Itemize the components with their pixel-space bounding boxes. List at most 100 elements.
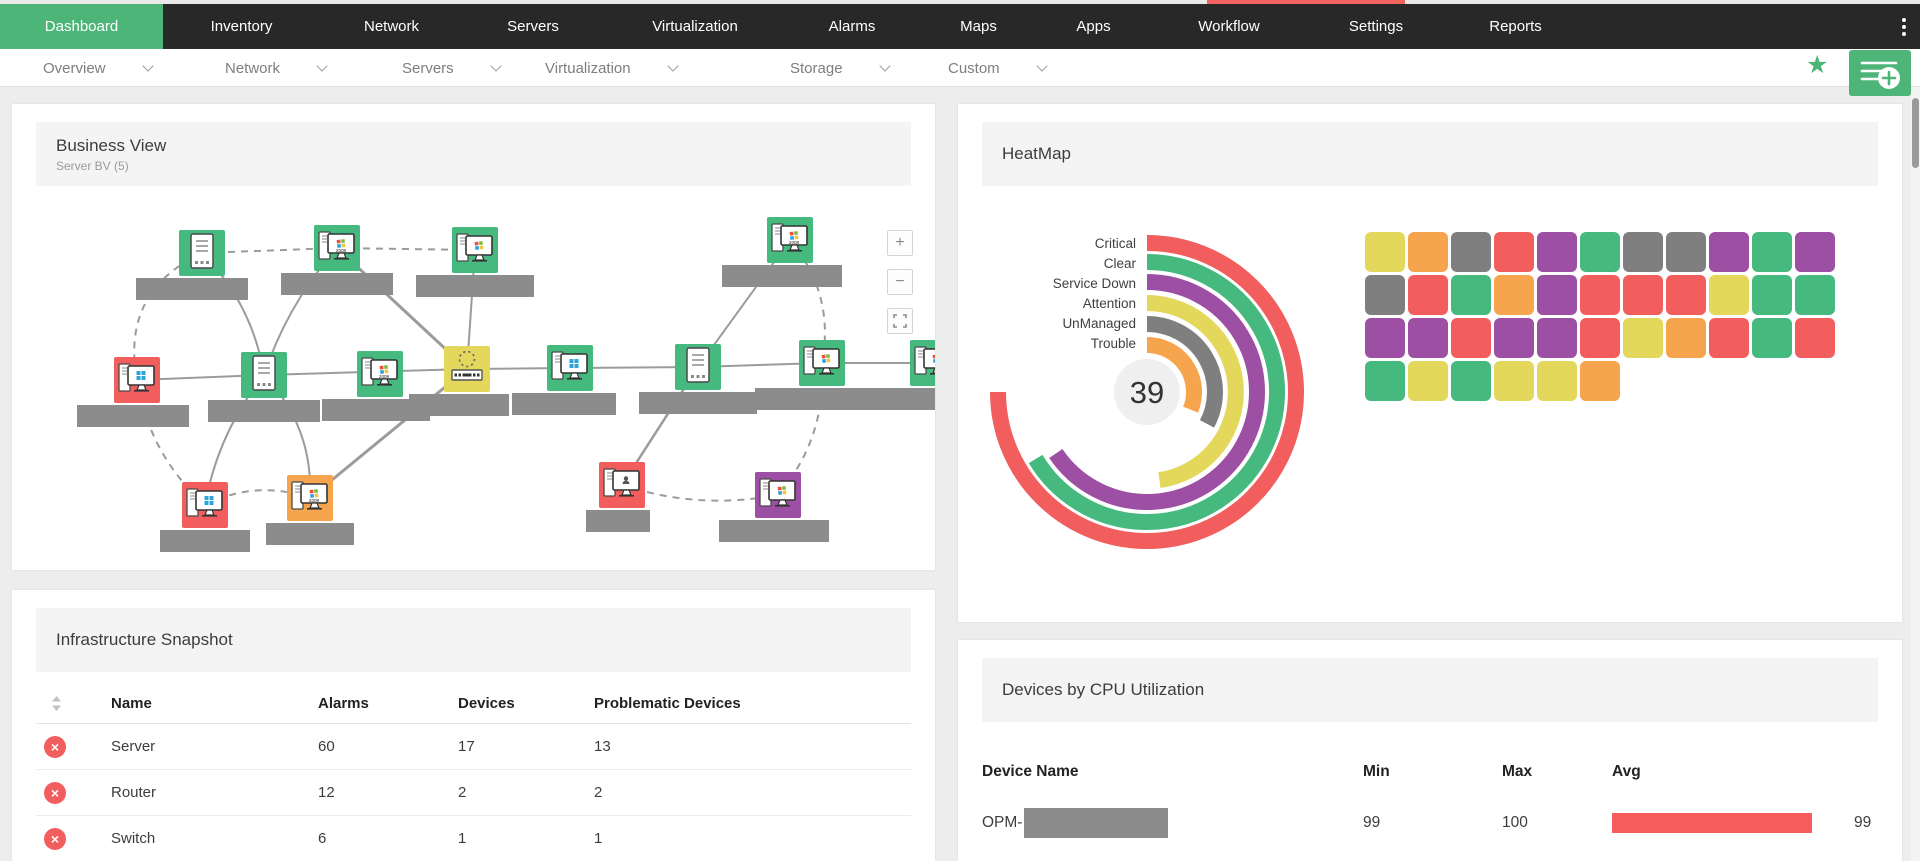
topnav-item-workflow[interactable]: Workflow bbox=[1198, 18, 1260, 35]
heatmap-cell-green[interactable] bbox=[1795, 275, 1835, 315]
heatmap-cell-gray[interactable] bbox=[1666, 232, 1706, 272]
heatmap-cell-red[interactable] bbox=[1795, 318, 1835, 358]
topnav-item-network[interactable]: Network bbox=[363, 18, 419, 35]
heatmap-cell-gray[interactable] bbox=[1365, 275, 1405, 315]
heatmap-cell-red[interactable] bbox=[1451, 318, 1491, 358]
topology-node-pcblue[interactable] bbox=[114, 357, 160, 403]
table-row-switch[interactable]: × Switch 6 1 1 bbox=[36, 816, 911, 861]
topology-node-pcxp[interactable] bbox=[799, 340, 845, 386]
topology-node-pc2008[interactable]: 2008 bbox=[357, 351, 403, 397]
topnav-item-alarms[interactable]: Alarms bbox=[828, 18, 876, 35]
topnav-item-reports[interactable]: Reports bbox=[1489, 18, 1542, 35]
topology-node-pcxp[interactable] bbox=[452, 227, 498, 273]
heatmap-cell-green[interactable] bbox=[1580, 232, 1620, 272]
topnav-item-servers[interactable]: Servers bbox=[507, 18, 559, 35]
heatmap-cell-red[interactable] bbox=[1666, 275, 1706, 315]
ring-unmanaged[interactable] bbox=[1146, 316, 1223, 428]
heatmap-cell-purple[interactable] bbox=[1408, 318, 1448, 358]
cell-name[interactable]: Server bbox=[111, 738, 156, 755]
cell-device-name[interactable]: OPM- bbox=[982, 808, 1363, 838]
topology-node-pcxp[interactable] bbox=[910, 340, 935, 386]
heatmap-cell-purple[interactable] bbox=[1365, 318, 1405, 358]
heatmap-cell-purple[interactable] bbox=[1795, 232, 1835, 272]
heatmap-cell-yellow[interactable] bbox=[1709, 275, 1749, 315]
heatmap-cell-orange[interactable] bbox=[1666, 318, 1706, 358]
heatmap-cell-red[interactable] bbox=[1408, 275, 1448, 315]
topology-node-pc2008[interactable]: 2008 bbox=[314, 225, 360, 271]
severity-radial-chart[interactable]: 39 Critical Clear Service Down Attention UnMa… bbox=[958, 224, 1348, 614]
topology-node-server[interactable] bbox=[675, 344, 721, 390]
heatmap-cell-orange[interactable] bbox=[1408, 232, 1448, 272]
scrollbar-thumb[interactable] bbox=[1912, 98, 1919, 168]
col-alarms[interactable]: Alarms bbox=[318, 695, 369, 712]
heatmap-cell-red[interactable] bbox=[1623, 275, 1663, 315]
heatmap-cell-purple[interactable] bbox=[1709, 232, 1749, 272]
topology-node-server[interactable] bbox=[179, 230, 225, 276]
subnav-item-servers[interactable]: Servers bbox=[402, 49, 502, 87]
heatmap-cell-green[interactable] bbox=[1451, 275, 1491, 315]
heatmap-cell-purple[interactable] bbox=[1537, 232, 1577, 272]
topology-node-server[interactable] bbox=[241, 352, 287, 398]
heatmap-cell-purple[interactable] bbox=[1494, 318, 1534, 358]
heatmap-cell-yellow[interactable] bbox=[1408, 361, 1448, 401]
subnav-item-virtualization[interactable]: Virtualization bbox=[545, 49, 679, 87]
heatmap-cell-green[interactable] bbox=[1752, 232, 1792, 272]
topology-node-switch[interactable] bbox=[444, 346, 490, 392]
topnav-item-dashboard[interactable]: Dashboard bbox=[0, 4, 163, 49]
heatmap-cell-yellow[interactable] bbox=[1365, 232, 1405, 272]
cell-name[interactable]: Switch bbox=[111, 830, 156, 847]
heatmap-cell-orange[interactable] bbox=[1580, 361, 1620, 401]
ring-critical[interactable] bbox=[990, 235, 1304, 549]
topnav-item-apps[interactable]: Apps bbox=[1076, 18, 1111, 35]
heatmap-cell-orange[interactable] bbox=[1494, 275, 1534, 315]
cpu-table-row[interactable]: OPM- 99 100 99 bbox=[982, 792, 1878, 854]
cell-name[interactable]: Router bbox=[111, 784, 157, 801]
topology-node-pc2008[interactable]: 2008 bbox=[767, 217, 813, 263]
table-row-router[interactable]: × Router 12 2 2 bbox=[36, 770, 911, 816]
heatmap-cell-yellow[interactable] bbox=[1537, 361, 1577, 401]
zoom-in-button[interactable]: + bbox=[887, 230, 913, 256]
topology-node-pcxp[interactable] bbox=[755, 472, 801, 518]
heatmap-cell-red[interactable] bbox=[1494, 232, 1534, 272]
subnav-item-overview[interactable]: Overview bbox=[43, 49, 154, 87]
heatmap-cell-green[interactable] bbox=[1365, 361, 1405, 401]
page-scrollbar[interactable] bbox=[1911, 87, 1920, 861]
topology-node-pcblue[interactable] bbox=[547, 345, 593, 391]
col-device-name[interactable]: Device Name bbox=[982, 763, 1079, 780]
topnav-item-inventory[interactable]: Inventory bbox=[210, 18, 273, 35]
subnav-item-custom[interactable]: Custom bbox=[948, 49, 1048, 87]
heatmap-cell-red[interactable] bbox=[1580, 318, 1620, 358]
col-min[interactable]: Min bbox=[1363, 763, 1390, 780]
col-problematic[interactable]: Problematic Devices bbox=[594, 695, 741, 712]
zoom-out-button[interactable]: − bbox=[887, 269, 913, 295]
ring-trouble[interactable] bbox=[1146, 337, 1202, 413]
favorite-star-icon[interactable]: ★ bbox=[1806, 51, 1829, 79]
heatmap-cell-red[interactable] bbox=[1580, 275, 1620, 315]
heatmap-cell-red[interactable] bbox=[1709, 318, 1749, 358]
heatmap-cell-yellow[interactable] bbox=[1623, 318, 1663, 358]
heatmap-cell-green[interactable] bbox=[1752, 275, 1792, 315]
topology-node-pcblue[interactable] bbox=[182, 482, 228, 528]
topnav-item-settings[interactable]: Settings bbox=[1348, 18, 1404, 35]
table-row-server[interactable]: × Server 60 17 13 bbox=[36, 724, 911, 770]
heatmap-cell-purple[interactable] bbox=[1537, 275, 1577, 315]
subnav-item-storage[interactable]: Storage bbox=[790, 49, 891, 87]
add-dashboard-button[interactable] bbox=[1849, 50, 1911, 96]
sort-icon[interactable] bbox=[36, 696, 76, 711]
ring-service-down[interactable] bbox=[1049, 274, 1265, 510]
heatmap-cell-gray[interactable] bbox=[1623, 232, 1663, 272]
subnav-item-network[interactable]: Network bbox=[225, 49, 328, 87]
heatmap-cell-green[interactable] bbox=[1451, 361, 1491, 401]
heatmap-cell-purple[interactable] bbox=[1537, 318, 1577, 358]
fit-screen-button[interactable] bbox=[887, 308, 913, 334]
col-devices[interactable]: Devices bbox=[458, 695, 515, 712]
topology-node-pcuser[interactable] bbox=[599, 462, 645, 508]
topology-map[interactable]: 2008 2008 2008 bbox=[12, 190, 935, 570]
heatmap-cell-yellow[interactable] bbox=[1494, 361, 1534, 401]
kebab-menu-icon[interactable] bbox=[1902, 4, 1906, 49]
col-avg[interactable]: Avg bbox=[1612, 763, 1641, 780]
topology-node-pc2008[interactable]: 2008 bbox=[287, 475, 333, 521]
heatmap-cell-gray[interactable] bbox=[1451, 232, 1491, 272]
topnav-item-virtualization[interactable]: Virtualization bbox=[652, 18, 738, 35]
topnav-item-maps[interactable]: Maps bbox=[960, 18, 997, 35]
